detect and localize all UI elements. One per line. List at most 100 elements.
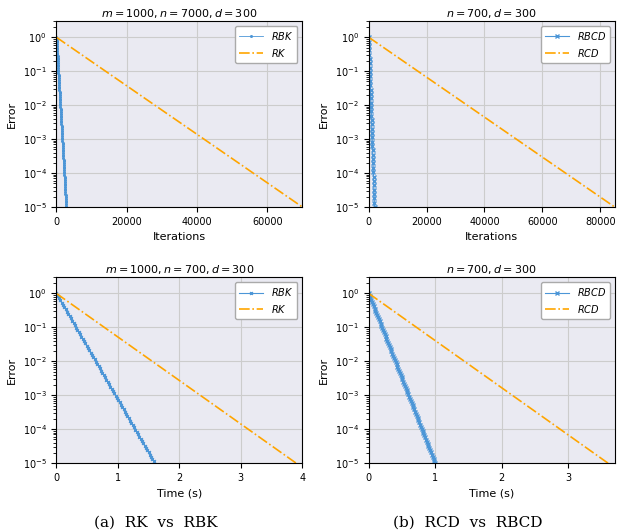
X-axis label: Time (s): Time (s) <box>157 488 202 498</box>
Title: $m = 1000, n = 700, d = 300$: $m = 1000, n = 700, d = 300$ <box>105 263 254 276</box>
Line: $RK$: $RK$ <box>56 294 296 463</box>
$RCD$ <box>542 156 550 163</box>
Legend: $RBCD$, $RCD$: $RBCD$, $RCD$ <box>540 282 610 319</box>
Text: (a)  RK  vs  RBK: (a) RK vs RBK <box>94 516 218 530</box>
$RBK$ <box>57 115 65 121</box>
$RBCD$ <box>406 393 413 400</box>
$RBCD$ <box>368 130 376 136</box>
$RCD$ <box>539 413 547 420</box>
$RBCD$ <box>366 56 373 62</box>
$RBCD$ <box>367 95 374 102</box>
$RBK$ <box>113 394 120 401</box>
Title: $n = 700, d = 300$: $n = 700, d = 300$ <box>446 263 537 276</box>
Title: $m = 1000, n = 7000, d = 300$: $m = 1000, n = 7000, d = 300$ <box>101 7 258 20</box>
$RBCD$ <box>371 195 378 202</box>
$RK$ <box>82 54 90 61</box>
$RBCD$ <box>394 365 402 372</box>
$RCD$ <box>394 54 402 61</box>
$RCD$ <box>443 346 451 352</box>
$RBCD$ <box>365 34 373 40</box>
$RBCD$ <box>368 117 375 123</box>
$RBCD$ <box>369 152 376 158</box>
$RBCD$ <box>368 104 375 110</box>
$RBCD$ <box>366 52 373 58</box>
X-axis label: Iterations: Iterations <box>465 232 519 242</box>
Line: $RCD$: $RCD$ <box>369 37 615 207</box>
$RBK$ <box>111 390 119 397</box>
$RBK$ <box>52 290 60 297</box>
$RBK$ <box>59 135 66 142</box>
$RCD$ <box>394 311 401 317</box>
Line: $RBCD$: $RBCD$ <box>367 292 437 466</box>
$RBCD$ <box>367 86 374 93</box>
$RK$ <box>52 34 60 40</box>
$RBCD$ <box>369 156 377 162</box>
$RBK$ <box>52 34 60 40</box>
$RK$ <box>150 101 157 107</box>
$RBCD$ <box>368 108 375 114</box>
$RCD$ <box>538 413 545 419</box>
$RBCD$ <box>370 178 378 184</box>
$RK$ <box>230 156 238 163</box>
$RBCD$ <box>368 134 376 140</box>
$RBCD$ <box>369 147 376 154</box>
$RK$ <box>203 397 211 403</box>
$RBCD$ <box>424 440 431 447</box>
$RK$ <box>226 413 233 419</box>
$RBCD$ <box>366 64 374 71</box>
Y-axis label: Error: Error <box>319 101 329 128</box>
Y-axis label: Error: Error <box>7 101 17 128</box>
$RCD$ <box>544 157 551 164</box>
$RBK$ <box>135 433 143 439</box>
Y-axis label: Error: Error <box>319 356 329 384</box>
$RBCD$ <box>370 173 378 180</box>
$RBK$ <box>142 444 149 451</box>
$RBCD$ <box>404 391 412 397</box>
$RBCD$ <box>367 82 374 88</box>
Y-axis label: Error: Error <box>7 356 17 384</box>
$RK$ <box>232 157 239 164</box>
Legend: $RBCD$, $RCD$: $RBCD$, $RCD$ <box>540 26 610 63</box>
Title: $n = 700, d = 300$: $n = 700, d = 300$ <box>446 7 537 20</box>
$RCD$ <box>365 34 373 40</box>
$RK$ <box>131 346 139 352</box>
$RBCD$ <box>368 99 375 106</box>
$RK$ <box>52 290 60 297</box>
$RBCD$ <box>370 182 378 188</box>
$RBCD$ <box>368 126 376 132</box>
$RCD$ <box>611 204 618 210</box>
$RBK$ <box>151 460 158 467</box>
$RCD$ <box>445 89 452 96</box>
$RBCD$ <box>371 191 378 197</box>
$RBCD$ <box>366 78 374 84</box>
$RBCD$ <box>368 121 376 128</box>
$RBCD$ <box>369 169 377 176</box>
$RBCD$ <box>369 138 376 145</box>
$RBK$ <box>57 116 65 122</box>
$RBK$ <box>62 204 70 210</box>
Legend: $RBK$, $RK$: $RBK$, $RK$ <box>235 26 298 63</box>
$RCD$ <box>462 101 470 107</box>
Line: $RBK$: $RBK$ <box>55 292 156 464</box>
$RBCD$ <box>371 200 378 206</box>
$RBCD$ <box>366 73 374 80</box>
$RK$ <box>299 204 306 210</box>
$RBK$ <box>61 173 68 180</box>
$RK$ <box>207 141 215 147</box>
Line: $RBK$: $RBK$ <box>56 36 67 208</box>
$RBK$ <box>58 126 66 132</box>
$RBCD$ <box>368 112 375 119</box>
$RBCD$ <box>369 164 377 171</box>
$RBCD$ <box>369 160 377 167</box>
$RBCD$ <box>370 186 378 193</box>
$RBK$ <box>62 200 70 206</box>
$RBCD$ <box>365 38 373 45</box>
$RBCD$ <box>366 60 373 66</box>
$RBCD$ <box>367 90 374 97</box>
$RBK$ <box>53 291 61 297</box>
$RCD$ <box>365 290 373 297</box>
$RBCD$ <box>365 43 373 49</box>
$RBCD$ <box>408 400 416 406</box>
Legend: $RBK$, $RK$: $RBK$, $RK$ <box>235 282 298 319</box>
Line: $RCD$: $RCD$ <box>369 294 608 463</box>
